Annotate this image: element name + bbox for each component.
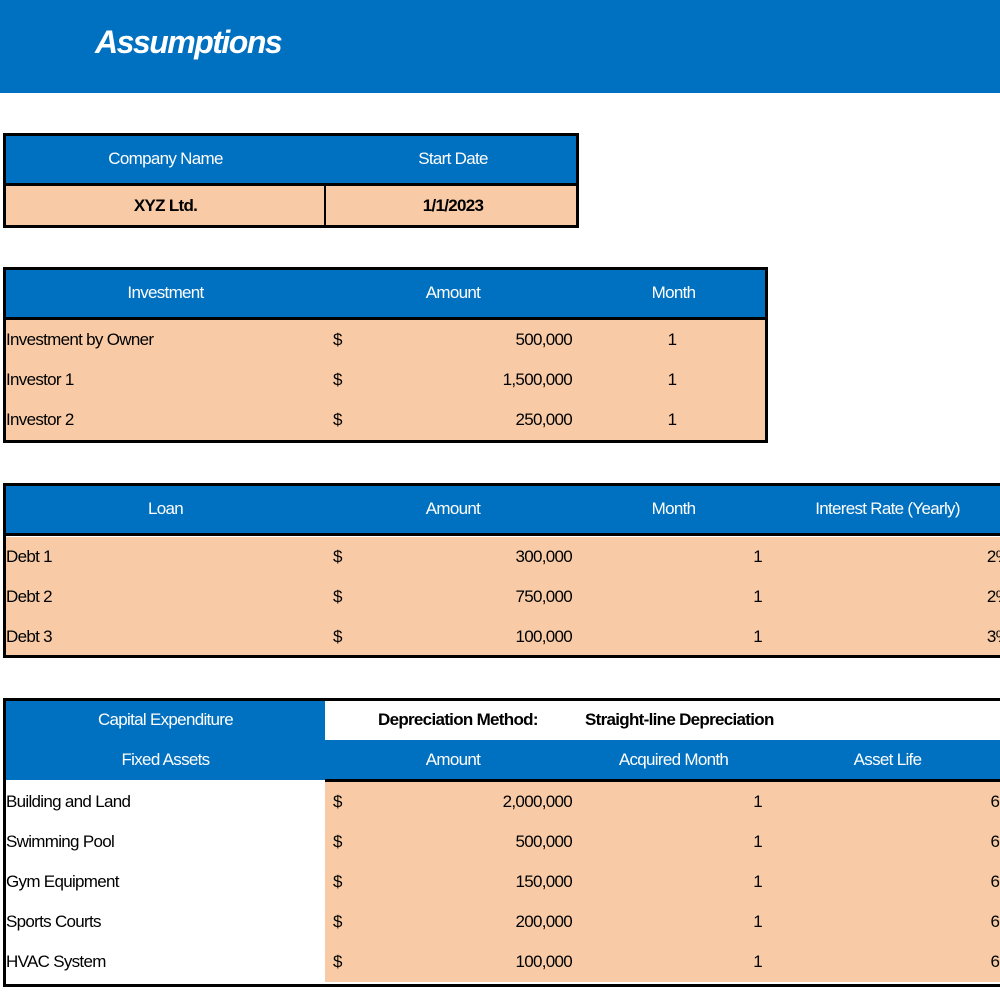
row-bg [325, 822, 1000, 862]
cell-border [3, 317, 766, 320]
acquired-month: 1 [753, 832, 762, 851]
investor-name: Investor 2 [6, 410, 74, 429]
section-title: Capital Expenditure [3, 700, 325, 740]
acquired-month: 1 [753, 912, 762, 931]
title-bar [0, 0, 1000, 93]
currency: $ [333, 330, 342, 349]
month: 1 [753, 627, 762, 646]
asset-life: 60 [990, 872, 1000, 891]
amount: 300,000 [515, 547, 572, 566]
amount: 150,000 [515, 872, 572, 891]
row-bg [3, 360, 766, 400]
method-label: Depreciation Method: [378, 710, 538, 729]
currency: $ [333, 872, 342, 891]
column-header: Amount [325, 740, 578, 780]
row-bg [3, 320, 766, 360]
investor-name: Investment by Owner [6, 330, 154, 349]
row-bg [325, 942, 1000, 982]
company-name: XYZ Ltd. [3, 185, 325, 227]
column-header: Start Date [325, 133, 578, 185]
column-header: Loan [3, 483, 325, 535]
currency: $ [333, 547, 342, 566]
amount: 500,000 [515, 330, 572, 349]
asset-name: Building and Land [6, 792, 131, 811]
row-bg [3, 537, 1000, 577]
interest-rate: 2% [986, 587, 1000, 606]
loan-name: Debt 1 [6, 547, 53, 566]
column-header: Month [578, 483, 766, 535]
interest-rate: 3% [986, 627, 1000, 646]
currency: $ [333, 410, 342, 429]
column-header: Month [578, 267, 766, 319]
cell-border [324, 185, 326, 227]
month: 1 [667, 410, 677, 429]
asset-life: 60 [990, 912, 1000, 931]
row-bg [325, 902, 1000, 942]
currency: $ [333, 370, 342, 389]
amount: 100,000 [515, 952, 572, 971]
column-header: Asset Life [766, 740, 1000, 780]
loan-name: Debt 2 [6, 587, 53, 606]
row-bg [325, 862, 1000, 902]
currency: $ [333, 627, 342, 646]
currency: $ [333, 832, 342, 851]
asset-name: Swimming Pool [6, 832, 115, 851]
acquired-month: 1 [753, 952, 762, 971]
amount: 200,000 [515, 912, 572, 931]
amount: 2,000,000 [502, 792, 573, 811]
column-header: Amount [325, 483, 578, 535]
column-header: Amount [325, 267, 578, 319]
method: Straight-line Depreciation [585, 710, 774, 729]
start-date: 1/1/2023 [325, 185, 578, 227]
amount: 500,000 [515, 832, 572, 851]
month: 1 [667, 330, 677, 349]
cell-border [3, 533, 1000, 536]
row-bg [3, 400, 766, 440]
row-bg [3, 577, 1000, 617]
currency: $ [333, 952, 342, 971]
amount: 100,000 [515, 627, 572, 646]
currency: $ [333, 587, 342, 606]
row-bg [3, 617, 1000, 657]
currency: $ [333, 912, 342, 931]
asset-name: Sports Courts [6, 912, 102, 931]
column-header: Investment [3, 267, 325, 319]
month: 1 [667, 370, 677, 389]
column-header: Acquired Month [578, 740, 766, 780]
currency: $ [333, 792, 342, 811]
sheet-title: Assumptions [95, 24, 283, 60]
asset-life: 60 [990, 832, 1000, 851]
column-header: Company Name [3, 133, 325, 185]
amount: 250,000 [515, 410, 572, 429]
column-header: Fixed Assets [3, 740, 325, 780]
asset-name: Gym Equipment [6, 872, 119, 891]
month: 1 [753, 587, 762, 606]
investor-name: Investor 1 [6, 370, 74, 389]
row-bg [325, 782, 1000, 822]
asset-life: 60 [990, 792, 1000, 811]
interest-rate: 2% [986, 547, 1000, 566]
cell-border [3, 183, 578, 186]
acquired-month: 1 [753, 872, 762, 891]
amount: 750,000 [515, 587, 572, 606]
cell-border [325, 779, 1000, 782]
acquired-month: 1 [753, 792, 762, 811]
column-header: Interest Rate (Yearly) [766, 483, 1000, 535]
loan-name: Debt 3 [6, 627, 53, 646]
asset-life: 60 [990, 952, 1000, 971]
amount: 1,500,000 [502, 370, 573, 389]
asset-name: HVAC System [6, 952, 106, 971]
month: 1 [753, 547, 762, 566]
